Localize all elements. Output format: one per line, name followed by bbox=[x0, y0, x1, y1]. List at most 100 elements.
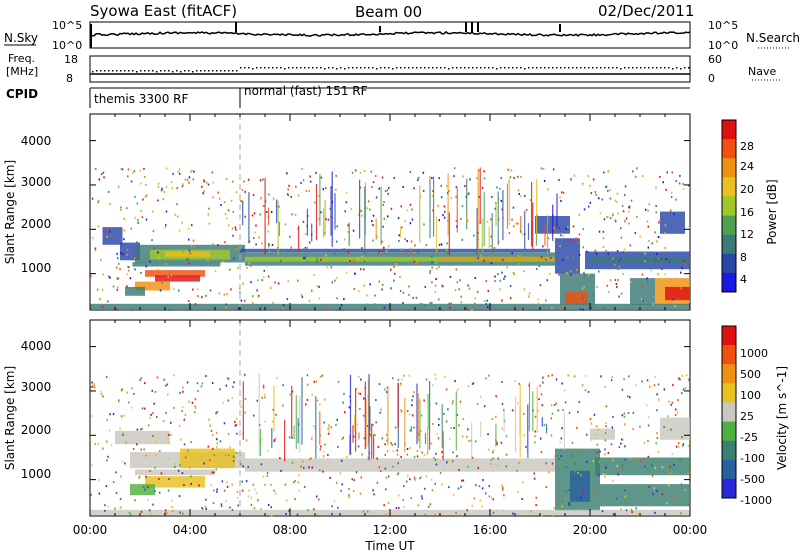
velocity-cell bbox=[264, 396, 266, 399]
velocity-cell bbox=[118, 399, 120, 402]
power-cell bbox=[422, 189, 425, 192]
velocity-cell bbox=[110, 444, 113, 447]
power-cell bbox=[306, 246, 308, 249]
velocity-cell bbox=[407, 410, 409, 412]
power-cell bbox=[642, 299, 644, 302]
power-cell bbox=[186, 258, 189, 261]
xaxis-label: Time UT bbox=[364, 539, 415, 553]
power-cell bbox=[438, 266, 441, 268]
power-cell bbox=[127, 175, 129, 178]
power-cell bbox=[648, 203, 650, 206]
velocity-cell bbox=[106, 459, 108, 462]
power-cell bbox=[188, 176, 191, 179]
velocity-cell bbox=[408, 374, 411, 377]
velocity-cell bbox=[523, 434, 525, 437]
power-cell bbox=[117, 185, 120, 188]
velocity-cell bbox=[411, 399, 413, 402]
power-cell bbox=[205, 294, 207, 297]
xtick-2: 08:00 bbox=[273, 523, 308, 537]
velocity-cell bbox=[327, 462, 330, 464]
power-cell bbox=[359, 186, 362, 189]
nave-dot bbox=[448, 68, 450, 70]
power-colorbar-swatch bbox=[722, 177, 736, 197]
power-cell bbox=[647, 246, 650, 249]
velocity-cell bbox=[213, 454, 215, 457]
velocity-cell bbox=[345, 456, 348, 458]
velocity-colorbar-swatch bbox=[722, 440, 736, 461]
xtick-6: 00:00 bbox=[673, 523, 708, 537]
power-cell bbox=[173, 288, 175, 291]
power-cell bbox=[624, 194, 626, 197]
velocity-cell bbox=[615, 497, 618, 500]
power-cell bbox=[476, 290, 479, 293]
velocity-cell bbox=[385, 514, 388, 517]
velocity-cell bbox=[551, 462, 554, 465]
power-cell bbox=[207, 259, 209, 262]
velocity-cell bbox=[592, 460, 595, 463]
power-cell bbox=[474, 297, 476, 300]
nsky-label: N.Sky bbox=[4, 31, 38, 45]
power-cell bbox=[595, 193, 597, 196]
velocity-cell bbox=[611, 376, 613, 378]
velocity-cell bbox=[584, 374, 587, 377]
power-cell bbox=[438, 298, 440, 301]
velocity-cell bbox=[201, 507, 204, 510]
velocity-cell bbox=[178, 495, 181, 498]
velocity-cell bbox=[319, 469, 321, 472]
velocity-cell bbox=[535, 504, 537, 507]
power-cell bbox=[262, 204, 265, 207]
power-cell bbox=[436, 267, 438, 270]
power-cell bbox=[537, 298, 539, 301]
velocity-cell bbox=[496, 509, 499, 512]
power-cell bbox=[286, 298, 289, 301]
velocity-cell bbox=[335, 423, 337, 426]
power-cell bbox=[217, 191, 219, 194]
power-cell bbox=[625, 217, 628, 220]
nave-dot bbox=[512, 67, 514, 69]
nave-dot bbox=[240, 67, 242, 69]
nave-tick-bottom: 0 bbox=[708, 72, 715, 85]
velocity-cell bbox=[378, 383, 381, 386]
power-cell bbox=[423, 223, 425, 226]
nave-dot bbox=[208, 70, 210, 72]
nave-dot bbox=[500, 67, 502, 69]
velocity-cell bbox=[385, 488, 387, 491]
velocity-cell bbox=[386, 439, 388, 442]
velocity-cell bbox=[594, 433, 596, 436]
velocity-cell bbox=[221, 480, 224, 483]
velocity-cell bbox=[284, 483, 287, 486]
velocity-cell bbox=[450, 426, 452, 429]
velocity-cell bbox=[434, 373, 436, 376]
nave-dot bbox=[280, 67, 282, 69]
velocity-cell bbox=[184, 456, 187, 459]
power-cell bbox=[192, 239, 195, 242]
power-cell bbox=[393, 279, 395, 282]
velocity-cell bbox=[646, 379, 649, 382]
velocity-cell bbox=[307, 509, 309, 512]
power-cell bbox=[509, 285, 512, 287]
velocity-cell bbox=[621, 414, 624, 417]
power-cell bbox=[94, 247, 97, 250]
velocity-cell bbox=[430, 442, 433, 445]
power-cell bbox=[259, 179, 262, 182]
nave-dot bbox=[516, 67, 518, 69]
velocity-cell bbox=[357, 392, 360, 395]
velocity-cell bbox=[288, 436, 291, 439]
power-cell bbox=[98, 178, 101, 181]
power-cell bbox=[494, 280, 496, 283]
power-cell bbox=[404, 220, 406, 223]
velocity-cell bbox=[661, 466, 664, 469]
velocity-cell bbox=[143, 448, 145, 451]
power-cell bbox=[622, 251, 624, 254]
power-cell bbox=[659, 219, 661, 222]
velocity-cell bbox=[308, 466, 310, 469]
nave-dot bbox=[408, 67, 410, 69]
power-cell bbox=[118, 262, 120, 265]
nave-dot bbox=[436, 67, 438, 69]
power-cell bbox=[140, 271, 142, 274]
power-cell bbox=[266, 264, 268, 267]
velocity-cell bbox=[337, 380, 340, 383]
power-cell bbox=[429, 302, 431, 305]
velocity-band bbox=[245, 458, 555, 472]
velocity-cell bbox=[624, 423, 626, 426]
